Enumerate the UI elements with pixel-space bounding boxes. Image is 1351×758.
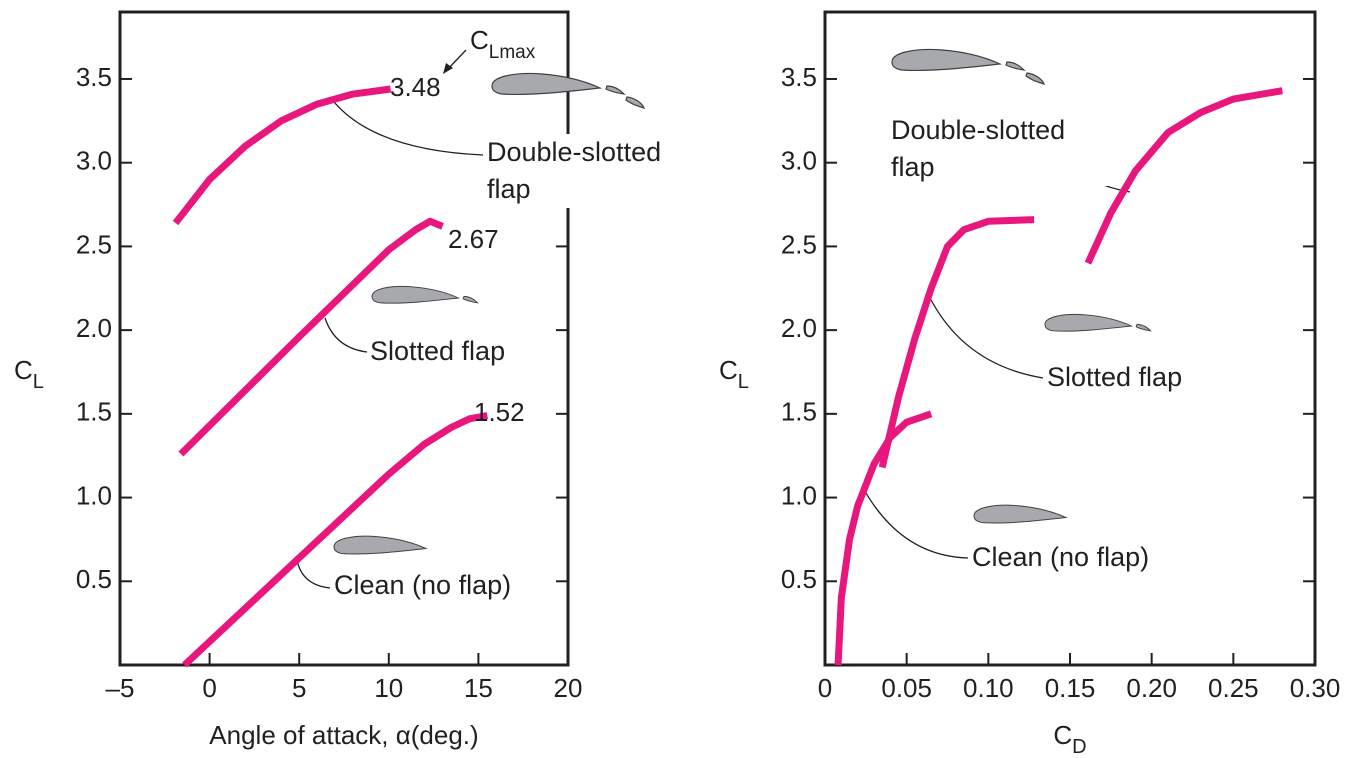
y-tick-label: 2.0 — [781, 313, 817, 343]
x-tick-label: 0.20 — [1126, 673, 1177, 703]
x-tick-label: 10 — [374, 673, 403, 703]
x-axis-label: CD — [1053, 720, 1086, 758]
flap — [1136, 324, 1150, 330]
leader-line — [297, 560, 330, 588]
x-axis-label-sub: D — [1072, 736, 1086, 758]
x-axis-label: Angle of attack, α(deg.) — [209, 720, 478, 750]
x-tick-label: 0 — [202, 673, 216, 703]
y-tick-label: 1.5 — [781, 397, 817, 427]
x-tick-label: 0.25 — [1208, 673, 1259, 703]
y-tick-label: 3.0 — [781, 146, 817, 176]
y-tick-label: 3.0 — [76, 146, 112, 176]
y-tick-label: 0.5 — [76, 564, 112, 594]
cl-max-title-sub: Lmax — [489, 42, 536, 63]
airfoil — [372, 286, 458, 303]
curve-label: Double-slotted flap — [891, 112, 1111, 192]
x-tick-label: 0.30 — [1290, 673, 1341, 703]
y-tick-label: 1.0 — [781, 480, 817, 510]
curve-label-text: Double-slotted flap — [487, 134, 707, 208]
curve-label: Slotted flap — [370, 333, 570, 413]
y-axis-label-main: C — [14, 355, 33, 385]
flap — [1006, 62, 1024, 70]
airfoil-icon — [372, 286, 478, 303]
leader-line — [862, 486, 968, 558]
y-axis-label-sub: L — [33, 371, 44, 393]
x-tick-label: 0.10 — [963, 673, 1014, 703]
curve-label-text: Clean (no flap) — [334, 567, 511, 604]
curve-label-text: Double-slotted flap — [891, 112, 1111, 186]
curve-label-text: Clean (no flap) — [972, 539, 1149, 576]
cl-max-title-main: C — [470, 25, 489, 55]
y-axis-label: CL — [14, 355, 44, 393]
airfoil-icon — [892, 50, 1044, 85]
cl-max-title: CLmax — [470, 25, 536, 63]
x-tick-label: 0.05 — [881, 673, 932, 703]
y-axis-label-main: C — [719, 355, 738, 385]
flap — [463, 296, 477, 302]
curve-label: Clean (no flap) — [972, 539, 1212, 619]
x-tick-label: 5 — [292, 673, 306, 703]
curve-label: Double-slotted flap — [487, 134, 707, 214]
x-axis-label-main: C — [1053, 720, 1072, 750]
y-tick-label: 3.5 — [781, 62, 817, 92]
leader-line — [930, 298, 1043, 378]
airfoil — [974, 505, 1066, 523]
airfoil — [492, 74, 600, 95]
y-tick-label: 0.5 — [781, 564, 817, 594]
leader-line — [330, 97, 483, 155]
y-tick-label: 2.5 — [76, 229, 112, 259]
y-tick-label: 2.0 — [76, 313, 112, 343]
leader-line — [325, 318, 367, 352]
airfoil — [334, 536, 426, 554]
x-tick-label: 0.15 — [1045, 673, 1096, 703]
curve — [1088, 91, 1282, 263]
x-tick-label: 15 — [464, 673, 493, 703]
x-tick-label: 20 — [554, 673, 583, 703]
curve-label: Clean (no flap) — [334, 567, 574, 647]
y-tick-label: 3.5 — [76, 62, 112, 92]
curve — [176, 89, 391, 223]
curve — [882, 220, 1034, 468]
airfoil-icon — [974, 505, 1066, 523]
curve-label-text: Slotted flap — [1047, 359, 1182, 396]
cl-max-label: 3.48 — [390, 72, 441, 102]
flap — [626, 97, 644, 108]
figure: 0.51.01.52.02.53.03.5–505101520CLAngle o… — [0, 0, 1351, 758]
curve-label-text: Slotted flap — [370, 333, 505, 370]
x-tick-label: 0 — [818, 673, 832, 703]
y-axis-label: CL — [719, 355, 749, 393]
flap — [1026, 73, 1044, 84]
y-axis-label-sub: L — [738, 371, 749, 393]
y-tick-label: 1.5 — [76, 397, 112, 427]
cl-max-label: 2.67 — [448, 224, 499, 254]
y-tick-label: 1.0 — [76, 480, 112, 510]
x-tick-label: –5 — [106, 673, 135, 703]
flap — [606, 86, 624, 94]
airfoil — [1045, 314, 1131, 331]
airfoil-icon — [334, 536, 426, 554]
curve-label: Slotted flap — [1047, 359, 1247, 439]
airfoil-icon — [1045, 314, 1151, 331]
y-tick-label: 2.5 — [781, 229, 817, 259]
airfoil — [892, 50, 1000, 71]
